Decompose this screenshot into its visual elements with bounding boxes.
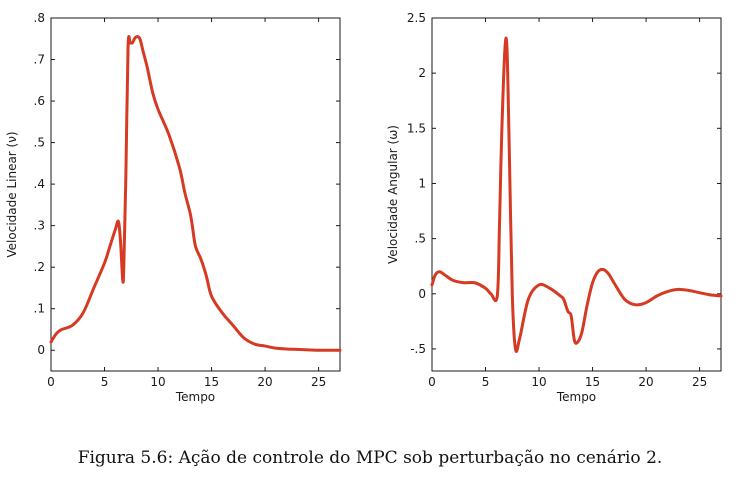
x-tick-label: 20: [257, 375, 272, 389]
x-tick-label: 25: [311, 375, 326, 389]
y-axis-label: Velocidade Linear (ν): [5, 131, 19, 257]
y-tick-label: .1: [34, 302, 45, 316]
y-tick-label: .6: [34, 94, 45, 108]
y-tick-label: .3: [34, 219, 45, 233]
x-tick-label: 0: [47, 375, 55, 389]
y-tick-label: .8: [34, 11, 45, 25]
y-tick-label: .4: [34, 177, 45, 191]
x-tick-label: 10: [150, 375, 165, 389]
series-line: [430, 36, 723, 353]
x-tick-label: 20: [638, 375, 653, 389]
x-axis-label: Tempo: [556, 390, 596, 404]
y-tick-label: 0: [418, 287, 426, 301]
x-tick-label: 0: [428, 375, 436, 389]
figure-caption: Figura 5.6: Ação de controle do MPC sob …: [77, 448, 663, 468]
x-axis-label: Tempo: [175, 390, 215, 404]
y-tick-label: .7: [34, 53, 45, 67]
y-tick-label: 0: [37, 343, 45, 357]
x-tick-label: 15: [585, 375, 600, 389]
y-tick-label: 1: [418, 176, 426, 190]
y-tick-label: .2: [34, 260, 45, 274]
y-tick-label: .5: [34, 136, 45, 150]
axes-frame: [50, 17, 341, 372]
x-tick-label: 25: [692, 375, 707, 389]
y-tick-label: .5: [415, 232, 426, 246]
y-tick-label: 2.5: [407, 11, 426, 25]
x-tick-label: 5: [101, 375, 109, 389]
x-tick-label: 15: [204, 375, 219, 389]
y-tick-label: 1.5: [407, 121, 426, 135]
series-line: [49, 35, 342, 352]
x-tick-label: 10: [531, 375, 546, 389]
y-axis-label: Velocidade Angular (ω): [386, 125, 400, 264]
plot-linear-velocity: 0 5 10 15 20 25 0 .1 .2 .3 .4 .5 .6 .7 .8 Tempo Velocida…: [5, 11, 342, 404]
plot-angular-velocity: 0 5 10 15 20 25 -.5 0 .5 1 1.5 2 2.5 Tempo Velocidade …: [386, 11, 723, 404]
axes-frame: [431, 17, 722, 372]
x-tick-label: 5: [482, 375, 490, 389]
y-tick-label: -.5: [410, 342, 426, 356]
y-tick-label: 2: [418, 66, 426, 80]
